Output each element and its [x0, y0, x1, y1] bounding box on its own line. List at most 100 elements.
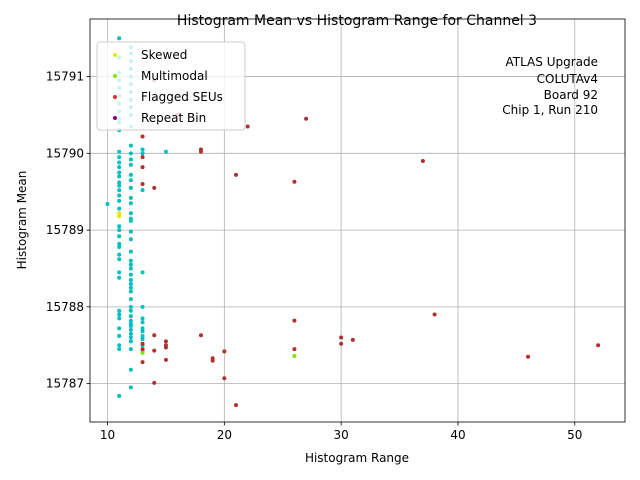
- data-point: [234, 172, 239, 177]
- data-point: [117, 257, 122, 262]
- data-point: [163, 339, 168, 344]
- data-point: [117, 228, 122, 233]
- annotation-line-2: COLUTAv4: [537, 72, 598, 86]
- data-point: [140, 334, 145, 339]
- data-point: [128, 285, 133, 290]
- data-point: [292, 318, 297, 323]
- data-point: [128, 367, 133, 372]
- data-point: [117, 206, 122, 211]
- data-point: [128, 258, 133, 263]
- data-point: [128, 308, 133, 313]
- y-tick-label: 15787: [46, 377, 84, 391]
- data-point: [163, 345, 168, 350]
- data-point: [140, 341, 145, 346]
- data-point: [128, 324, 133, 329]
- legend-marker-multimodal: [113, 74, 117, 78]
- data-point: [128, 281, 133, 286]
- data-point: [140, 188, 145, 193]
- data-point: [117, 214, 122, 219]
- data-point: [420, 159, 425, 164]
- data-point: [222, 349, 227, 354]
- data-point: [140, 347, 145, 352]
- data-point: [152, 348, 157, 353]
- data-point: [128, 172, 133, 177]
- data-point: [117, 252, 122, 257]
- data-point: [117, 244, 122, 249]
- data-point: [117, 183, 122, 188]
- data-point: [117, 188, 122, 193]
- data-point: [140, 151, 145, 156]
- data-point: [152, 333, 157, 338]
- data-point: [163, 357, 168, 362]
- data-point: [140, 134, 145, 139]
- data-point: [117, 234, 122, 239]
- data-point: [117, 308, 122, 313]
- data-point: [128, 262, 133, 267]
- data-point: [163, 149, 168, 154]
- data-point: [140, 147, 145, 152]
- legend-label-multimodal: Multimodal: [141, 69, 208, 83]
- data-point: [117, 316, 122, 321]
- data-point: [128, 185, 133, 190]
- data-point: [117, 326, 122, 331]
- data-point: [339, 335, 344, 340]
- data-point: [128, 229, 133, 234]
- data-point: [140, 326, 145, 331]
- y-tick-label: 15788: [46, 300, 84, 314]
- data-point: [128, 237, 133, 242]
- data-point: [222, 376, 227, 381]
- data-point: [117, 393, 122, 398]
- data-point: [140, 337, 145, 342]
- data-point: [140, 316, 145, 321]
- data-point: [117, 193, 122, 198]
- data-point: [128, 304, 133, 309]
- data-point: [152, 185, 157, 190]
- data-point: [117, 241, 122, 246]
- data-point: [117, 160, 122, 165]
- legend-marker-repeat-bin: [113, 116, 117, 120]
- data-point: [140, 182, 145, 187]
- data-point: [117, 343, 122, 348]
- data-point: [128, 318, 133, 323]
- data-point: [292, 347, 297, 352]
- data-point: [210, 358, 215, 363]
- legend-marker-skewed: [113, 53, 117, 57]
- data-point: [140, 360, 145, 365]
- data-point: [140, 350, 145, 355]
- data-point: [234, 403, 239, 408]
- annotation-line-3: Board 92: [544, 88, 598, 102]
- data-point: [350, 337, 355, 342]
- axis-ticks: 10 20 30 40 50 15787 15788 15789 15790 15791: [46, 70, 583, 442]
- data-point: [198, 149, 203, 154]
- legend-label-flagged-seus: Flagged SEUs: [141, 90, 223, 104]
- data-point: [128, 385, 133, 390]
- data-point: [128, 218, 133, 223]
- data-point: [117, 198, 122, 203]
- legend-label-repeat-bin: Repeat Bin: [141, 111, 206, 125]
- y-axis-label: Histogram Mean: [15, 171, 29, 270]
- x-axis-label: Histogram Range: [305, 451, 409, 465]
- y-tick-label: 15789: [46, 223, 84, 237]
- data-point: [128, 157, 133, 162]
- data-point: [140, 329, 145, 334]
- data-point: [117, 312, 122, 317]
- data-point: [128, 266, 133, 271]
- data-point: [140, 270, 145, 275]
- data-point: [128, 272, 133, 277]
- y-tick-label: 15791: [46, 70, 84, 84]
- data-point: [117, 180, 122, 185]
- x-tick-label: 30: [334, 428, 349, 442]
- data-point: [292, 179, 297, 184]
- data-point: [117, 334, 122, 339]
- x-tick-label: 20: [217, 428, 232, 442]
- data-point: [128, 277, 133, 282]
- data-point: [128, 178, 133, 183]
- data-point: [198, 333, 203, 338]
- data-point: [128, 195, 133, 200]
- legend: Skewed Multimodal Flagged SEUs Repeat Bi…: [96, 41, 246, 131]
- data-point: [292, 353, 297, 358]
- data-point: [117, 275, 122, 280]
- data-point: [245, 124, 250, 129]
- data-point: [128, 297, 133, 302]
